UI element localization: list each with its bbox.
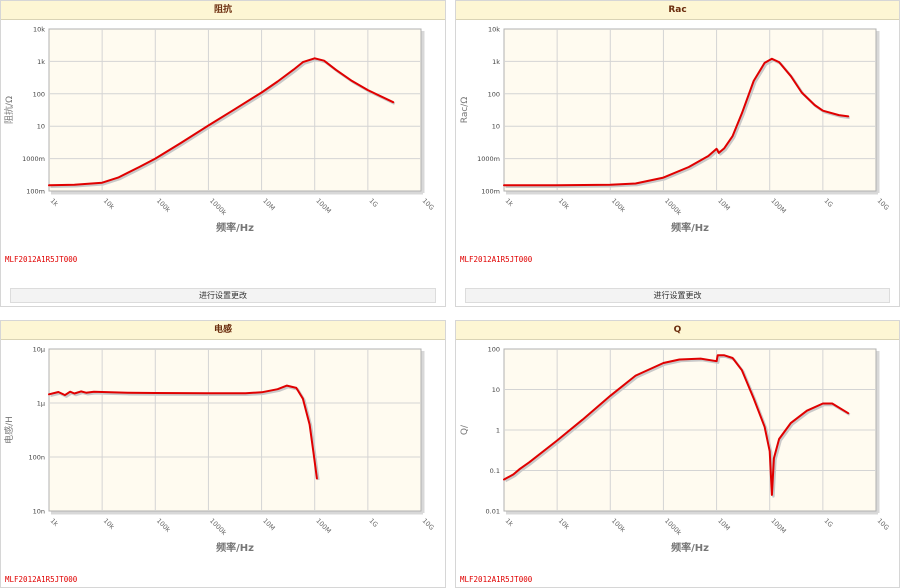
x-axis-label: 频率/Hz: [671, 221, 709, 234]
x-tick-label: 100k: [610, 197, 627, 214]
x-tick-label: 10M: [716, 517, 731, 532]
x-tick-label: 100k: [155, 517, 172, 534]
y-tick-label: 1: [496, 427, 500, 435]
x-tick-label: 1k: [49, 197, 60, 208]
series-line: [503, 57, 850, 187]
chart-panel-q: Q 1k 10k 100k 1000k 10M 100M 1G 10G 0.01 0.1 1 10 10…: [455, 320, 900, 588]
y-tick-label: 10: [492, 386, 500, 394]
x-tick-label: 10M: [261, 197, 276, 212]
plot-area: [48, 348, 422, 512]
series-line: [48, 57, 395, 187]
y-tick-label: 10n: [33, 508, 45, 516]
x-tick-label: 10k: [557, 197, 571, 211]
series-line: [48, 384, 318, 480]
y-tick-label: 0.01: [486, 508, 500, 516]
y-tick-label: 100: [488, 346, 500, 354]
x-tick-label: 10M: [261, 517, 276, 532]
x-tick-label: 100M: [314, 197, 332, 215]
chart-panel-inductance: 电感 1k 10k 100k 1000k 10M 100M 1G 10G 10n 100n 1μ 10…: [0, 320, 446, 588]
y-tick-label: 1k: [492, 58, 500, 66]
y-tick-label: 10: [492, 123, 500, 131]
y-tick-label: 1k: [37, 58, 45, 66]
x-tick-label: 1000k: [663, 197, 683, 217]
x-tick-label: 100M: [769, 197, 787, 215]
x-tick-label: 100M: [769, 517, 787, 535]
y-tick-label: 1000m: [477, 155, 500, 163]
chart-panel-impedance: 阻抗 1k 10k 100k 1000k 10M 100M 1G 10G 100m 1000m 10…: [0, 0, 446, 307]
series-line: [503, 354, 850, 496]
y-tick-label: 100m: [26, 188, 45, 196]
x-tick-label: 10G: [421, 517, 436, 532]
panel-title: 阻抗: [1, 1, 445, 20]
x-axis-label: 频率/Hz: [216, 541, 254, 554]
x-tick-label: 1k: [504, 517, 515, 528]
part-number-label: MLF2012A1R5JT000: [5, 255, 78, 264]
x-tick-label: 1000k: [208, 517, 228, 537]
x-tick-label: 1G: [367, 197, 379, 209]
x-tick-label: 1000k: [208, 197, 228, 217]
x-tick-label: 1G: [822, 517, 834, 529]
x-tick-label: 1k: [49, 517, 60, 528]
panel-title: Rac: [456, 1, 899, 20]
x-axis-label: 频率/Hz: [216, 221, 254, 234]
part-number-label: MLF2012A1R5JT000: [460, 575, 533, 584]
x-tick-label: 100k: [155, 197, 172, 214]
inductance-chart: 1k 10k 100k 1000k 10M 100M 1G 10G 10n 100n 1μ 10μ 频率…: [3, 346, 436, 555]
x-tick-label: 10M: [716, 197, 731, 212]
panel-title: Q: [456, 321, 899, 340]
x-tick-label: 10G: [421, 197, 436, 212]
y-tick-label: 100: [33, 90, 45, 98]
x-tick-label: 1000k: [663, 517, 683, 537]
y-axis-label: Rac/Ω: [460, 97, 470, 124]
x-tick-label: 1G: [822, 197, 834, 209]
chart-panel-rac: Rac 1k 10k 100k 1000k 10M 100M 1G 10G 100m 1000m 1…: [455, 0, 900, 307]
x-tick-label: 100M: [314, 517, 332, 535]
panel-title: 电感: [1, 321, 445, 340]
x-tick-label: 100k: [610, 517, 627, 534]
x-tick-label: 10k: [557, 517, 571, 531]
y-tick-label: 100: [488, 90, 500, 98]
x-tick-label: 1k: [504, 197, 515, 208]
y-axis-label: 电感/H: [3, 416, 15, 444]
y-tick-label: 0.1: [490, 467, 500, 475]
x-tick-label: 10G: [876, 197, 891, 212]
y-tick-label: 10k: [33, 26, 45, 34]
part-number-label: MLF2012A1R5JT000: [460, 255, 533, 264]
part-number-label: MLF2012A1R5JT000: [5, 575, 78, 584]
rac-chart: 1k 10k 100k 1000k 10M 100M 1G 10G 100m 1000m 10 100…: [460, 26, 891, 235]
x-tick-label: 1G: [367, 517, 379, 529]
x-tick-label: 10k: [102, 197, 116, 211]
x-tick-label: 10k: [102, 517, 116, 531]
impedance-chart: 1k 10k 100k 1000k 10M 100M 1G 10G 100m 1000m 10 100…: [3, 26, 436, 235]
y-tick-label: 1μ: [37, 400, 45, 408]
y-axis-label: Q/: [460, 424, 470, 435]
x-tick-label: 10G: [876, 517, 891, 532]
y-tick-label: 1000m: [22, 155, 45, 163]
plot-area: [503, 28, 877, 192]
x-axis-label: 频率/Hz: [671, 541, 709, 554]
y-tick-label: 10: [37, 123, 45, 131]
y-tick-label: 100n: [28, 454, 45, 462]
settings-change-button[interactable]: 进行设置更改: [10, 288, 436, 303]
y-axis-label: 阻抗/Ω: [3, 96, 15, 124]
y-tick-label: 10μ: [33, 346, 45, 354]
settings-change-button[interactable]: 进行设置更改: [465, 288, 890, 303]
y-tick-label: 10k: [488, 26, 500, 34]
y-tick-label: 100m: [481, 188, 500, 196]
q-chart: 1k 10k 100k 1000k 10M 100M 1G 10G 0.01 0.1 1 10 100 频…: [460, 346, 891, 555]
